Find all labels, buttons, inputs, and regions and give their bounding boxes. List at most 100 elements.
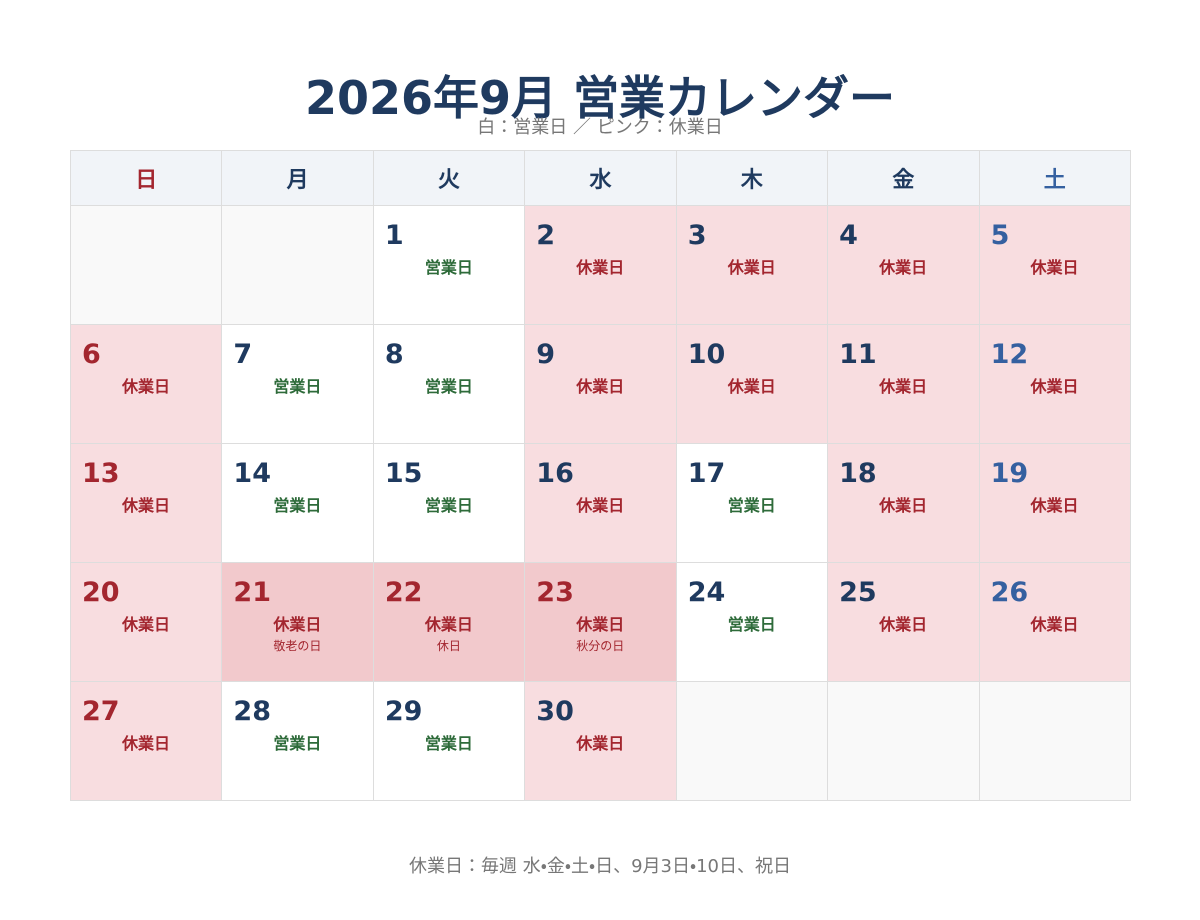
status-label: 休業日 — [879, 258, 928, 277]
weekday-header: 日 — [70, 150, 223, 206]
day-number: 15 — [384, 458, 423, 489]
day-number: 12 — [990, 339, 1029, 370]
day-number: 23 — [536, 577, 574, 608]
calendar-grid: 日月火水木金土 1 営業日 2 休業日 3 休業日 4 休業日 5 休業日 6 休業日 7 営業日 8 営業日 9… — [70, 150, 1131, 801]
day-number: 9 — [536, 339, 556, 370]
status-label: 営業日 — [727, 496, 776, 515]
day-cell: 27 休業日 — [70, 681, 223, 801]
day-number: 14 — [233, 458, 271, 489]
day-number: 8 — [384, 339, 404, 370]
subtitle: 白：営業日 ／ ピンク：休業日 — [477, 117, 723, 138]
day-number: 2 — [536, 220, 556, 251]
weekday-header: 月 — [221, 150, 374, 206]
weekday-header: 水 — [524, 150, 677, 206]
day-cell: 29 営業日 — [372, 681, 526, 801]
status-label: 休業日 — [424, 615, 473, 634]
day-number: 19 — [990, 458, 1029, 489]
empty-cell — [827, 681, 980, 801]
day-cell: 8 営業日 — [372, 324, 526, 444]
day-cell: 24 営業日 — [675, 562, 829, 682]
day-number: 3 — [687, 220, 707, 251]
day-number: 20 — [82, 577, 120, 608]
weekday-header: 火 — [372, 150, 526, 206]
day-cell: 22 休業日休日 — [372, 562, 526, 682]
day-number: 29 — [384, 696, 423, 727]
status-label: 休業日 — [1030, 496, 1079, 515]
day-cell: 26 休業日 — [978, 562, 1131, 682]
status-label: 休業日 — [121, 496, 170, 515]
day-cell: 21 休業日敬老の日 — [221, 562, 374, 682]
status-label: 休業日 — [576, 734, 625, 753]
footer-note: 休業日：毎週 水・金・土・日、9月3日・10日、祝日 — [408, 856, 791, 877]
day-number: 25 — [839, 577, 877, 608]
status-label: 営業日 — [727, 615, 776, 634]
empty-cell — [221, 205, 374, 325]
status-label: 休業日 — [121, 377, 170, 396]
day-number: 18 — [839, 458, 877, 489]
day-cell: 25 休業日 — [827, 562, 980, 682]
day-number: 1 — [384, 220, 404, 251]
status-label: 休業日 — [1030, 258, 1079, 277]
weekday-header: 金 — [827, 150, 980, 206]
day-cell: 9 休業日 — [524, 324, 677, 444]
day-cell: 10 休業日 — [675, 324, 829, 444]
empty-cell — [675, 681, 829, 801]
status-label: 営業日 — [273, 377, 322, 396]
day-number: 27 — [82, 696, 120, 727]
day-number: 17 — [687, 458, 726, 489]
day-number: 22 — [384, 577, 423, 608]
status-label: 営業日 — [424, 258, 473, 277]
day-number: 6 — [82, 339, 101, 370]
day-cell: 16 休業日 — [524, 443, 677, 563]
holiday-name: 秋分の日 — [576, 639, 625, 653]
status-label: 休業日 — [121, 615, 170, 634]
day-cell: 23 休業日秋分の日 — [524, 562, 677, 682]
status-label: 休業日 — [273, 615, 322, 634]
day-cell: 13 休業日 — [70, 443, 223, 563]
day-number: 30 — [536, 696, 574, 727]
status-label: 休業日 — [727, 377, 776, 396]
empty-cell — [70, 205, 223, 325]
title: 2026年9月 営業カレンダー — [304, 71, 896, 125]
day-number: 10 — [687, 339, 726, 370]
status-label: 休業日 — [576, 377, 625, 396]
holiday-name: 敬老の日 — [273, 639, 322, 653]
status-label: 休業日 — [879, 615, 928, 634]
weekday-header: 土 — [978, 150, 1131, 206]
day-number: 21 — [233, 577, 271, 608]
day-number: 26 — [990, 577, 1029, 608]
day-cell: 19 休業日 — [978, 443, 1131, 563]
day-cell: 20 休業日 — [70, 562, 223, 682]
status-label: 休業日 — [121, 734, 170, 753]
day-cell: 4 休業日 — [827, 205, 980, 325]
status-label: 営業日 — [424, 377, 473, 396]
weekday-header: 木 — [675, 150, 829, 206]
day-cell: 7 営業日 — [221, 324, 374, 444]
day-cell: 1 営業日 — [372, 205, 526, 325]
day-number: 5 — [990, 220, 1010, 251]
status-label: 休業日 — [576, 258, 625, 277]
status-label: 営業日 — [424, 496, 473, 515]
status-label: 休業日 — [879, 377, 928, 396]
day-cell: 12 休業日 — [978, 324, 1131, 444]
day-number: 11 — [839, 339, 877, 370]
day-cell: 11 休業日 — [827, 324, 980, 444]
day-cell: 2 休業日 — [524, 205, 677, 325]
empty-cell — [978, 681, 1131, 801]
day-number: 16 — [536, 458, 574, 489]
day-cell: 17 営業日 — [675, 443, 829, 563]
status-label: 休業日 — [576, 615, 625, 634]
day-number: 13 — [82, 458, 120, 489]
status-label: 休業日 — [1030, 615, 1079, 634]
day-number: 28 — [233, 696, 271, 727]
status-label: 休業日 — [879, 496, 928, 515]
day-cell: 30 休業日 — [524, 681, 677, 801]
day-cell: 15 営業日 — [372, 443, 526, 563]
day-cell: 6 休業日 — [70, 324, 223, 444]
status-label: 休業日 — [576, 496, 625, 515]
holiday-name: 休日 — [436, 639, 461, 653]
day-cell: 14 営業日 — [221, 443, 374, 563]
status-label: 営業日 — [273, 496, 322, 515]
day-cell: 3 休業日 — [675, 205, 829, 325]
